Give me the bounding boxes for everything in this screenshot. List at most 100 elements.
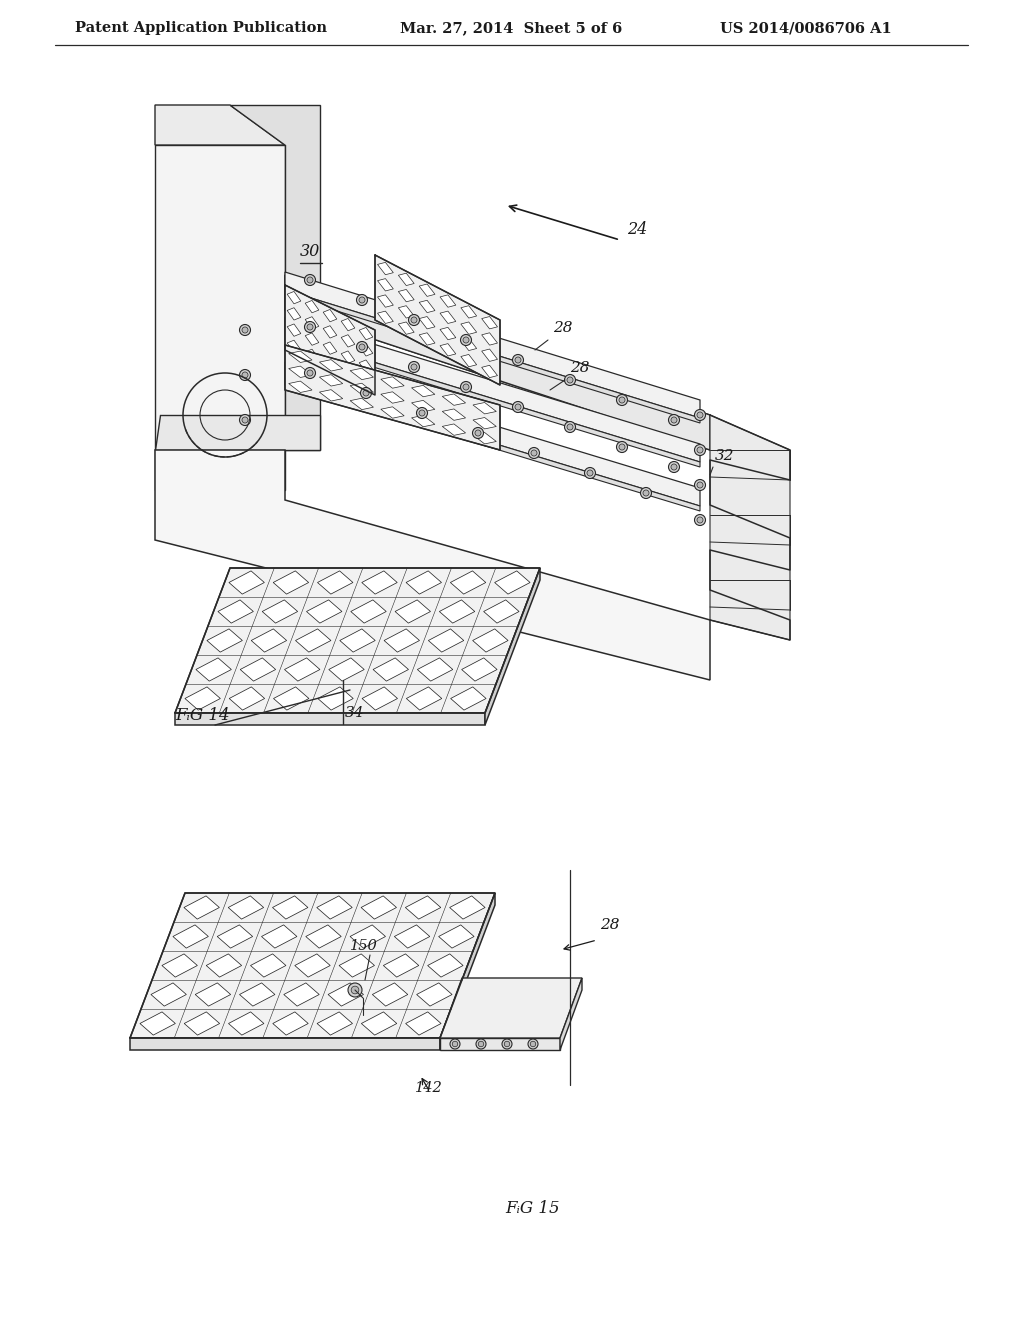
Polygon shape (341, 351, 355, 363)
Circle shape (463, 384, 469, 389)
Text: FᵢG 15: FᵢG 15 (505, 1200, 560, 1217)
Polygon shape (461, 338, 476, 351)
Polygon shape (440, 294, 456, 308)
Circle shape (461, 381, 471, 392)
Text: US 2014/0086706 A1: US 2014/0086706 A1 (720, 21, 892, 36)
Polygon shape (285, 345, 500, 450)
Circle shape (697, 447, 703, 453)
Polygon shape (319, 359, 343, 371)
Polygon shape (419, 333, 435, 345)
Polygon shape (287, 341, 301, 352)
Polygon shape (359, 376, 373, 388)
Circle shape (453, 1041, 458, 1047)
Polygon shape (285, 285, 375, 395)
Circle shape (618, 397, 625, 403)
Polygon shape (440, 1038, 560, 1049)
Polygon shape (296, 628, 331, 652)
Polygon shape (451, 686, 486, 710)
Polygon shape (175, 713, 485, 725)
Polygon shape (381, 407, 404, 418)
Text: 142: 142 (415, 1081, 442, 1096)
Polygon shape (412, 400, 435, 412)
Polygon shape (710, 414, 790, 640)
Polygon shape (473, 628, 508, 652)
Circle shape (450, 1039, 460, 1049)
Polygon shape (306, 925, 341, 948)
Polygon shape (384, 628, 420, 652)
Circle shape (530, 1041, 536, 1047)
Polygon shape (406, 1012, 441, 1035)
Polygon shape (305, 301, 318, 313)
Circle shape (671, 417, 677, 422)
Polygon shape (230, 106, 319, 450)
Polygon shape (361, 1012, 396, 1035)
Polygon shape (341, 367, 355, 380)
Circle shape (567, 424, 573, 430)
Polygon shape (381, 376, 404, 388)
Polygon shape (285, 362, 700, 506)
Circle shape (304, 275, 315, 285)
Circle shape (242, 372, 248, 378)
Circle shape (417, 408, 427, 418)
Text: FᵢG 14: FᵢG 14 (175, 708, 229, 723)
Polygon shape (398, 306, 414, 318)
Polygon shape (155, 450, 710, 680)
Polygon shape (316, 896, 352, 919)
Polygon shape (155, 145, 285, 450)
Polygon shape (418, 657, 453, 681)
Polygon shape (295, 954, 330, 977)
Polygon shape (378, 263, 393, 275)
Polygon shape (285, 275, 710, 450)
Text: 28: 28 (600, 917, 620, 932)
Polygon shape (395, 599, 430, 623)
Circle shape (697, 412, 703, 418)
Polygon shape (155, 106, 285, 145)
Polygon shape (273, 686, 309, 710)
Circle shape (697, 482, 703, 488)
Polygon shape (196, 657, 231, 681)
Polygon shape (261, 925, 297, 948)
Polygon shape (481, 333, 498, 345)
Circle shape (528, 1039, 538, 1049)
Circle shape (694, 515, 706, 525)
Polygon shape (350, 399, 374, 409)
Polygon shape (151, 983, 186, 1006)
Polygon shape (218, 599, 253, 623)
Polygon shape (461, 355, 476, 367)
Polygon shape (339, 954, 375, 977)
Circle shape (585, 467, 596, 479)
Circle shape (461, 334, 471, 346)
Polygon shape (175, 568, 540, 713)
Polygon shape (273, 570, 308, 594)
Polygon shape (196, 983, 230, 1006)
Text: 28: 28 (553, 321, 572, 335)
Polygon shape (442, 409, 466, 420)
Polygon shape (317, 686, 353, 710)
Circle shape (616, 441, 628, 453)
Polygon shape (228, 896, 263, 919)
Polygon shape (350, 368, 374, 380)
Polygon shape (324, 326, 337, 338)
Circle shape (307, 370, 313, 376)
Polygon shape (440, 312, 456, 323)
Circle shape (512, 355, 523, 366)
Polygon shape (438, 925, 474, 948)
Circle shape (643, 490, 649, 496)
Polygon shape (185, 686, 220, 710)
Circle shape (564, 421, 575, 433)
Circle shape (411, 364, 417, 370)
Polygon shape (560, 978, 582, 1049)
Circle shape (409, 362, 420, 372)
Polygon shape (362, 686, 397, 710)
Polygon shape (350, 383, 374, 395)
Circle shape (694, 409, 706, 421)
Polygon shape (442, 424, 466, 436)
Polygon shape (287, 308, 301, 319)
Polygon shape (229, 570, 264, 594)
Polygon shape (240, 983, 274, 1006)
Circle shape (669, 414, 680, 425)
Circle shape (640, 487, 651, 499)
Circle shape (348, 983, 362, 997)
Polygon shape (155, 414, 319, 450)
Polygon shape (289, 366, 312, 378)
